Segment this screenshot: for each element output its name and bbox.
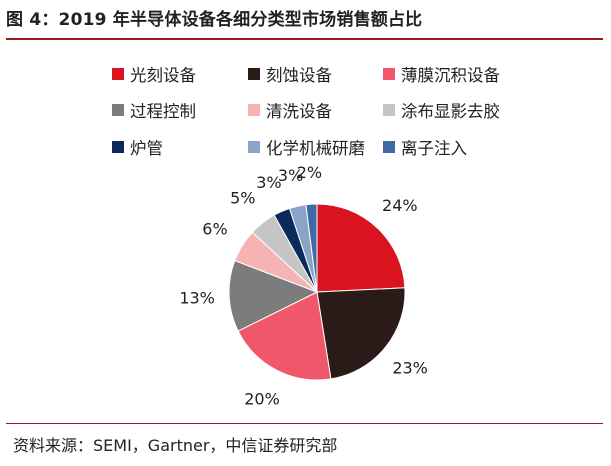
pie-slice — [228, 259, 319, 332]
legend-label: 刻蚀设备 — [266, 66, 332, 85]
chart-legend: 光刻设备 刻蚀设备 薄膜沉积设备过程控制 清洗设备 涂布显影去胶炉管 化学机械研磨 离子注入 — [0, 0, 611, 200]
title-divider — [6, 38, 603, 40]
legend-label: 清洗设备 — [266, 102, 332, 121]
pie-slice — [237, 291, 332, 381]
legend-swatch — [112, 104, 124, 116]
legend-swatch — [112, 68, 124, 80]
legend-label: 薄膜沉积设备 — [401, 66, 500, 85]
slice-label: 23% — [392, 359, 428, 378]
legend-item: 刻蚀设备 — [248, 63, 332, 85]
legend-swatch — [248, 68, 260, 80]
slice-label: 5% — [230, 189, 255, 208]
legend-label: 光刻设备 — [130, 66, 196, 85]
legend-item: 炉管 — [112, 136, 163, 158]
legend-swatch — [383, 68, 395, 80]
legend-item: 化学机械研磨 — [248, 136, 365, 158]
slice-label: 2% — [297, 163, 322, 182]
legend-swatch — [112, 141, 124, 153]
legend-swatch — [248, 141, 260, 153]
legend-item: 过程控制 — [112, 99, 196, 121]
pie-slice — [316, 203, 406, 293]
pie-slice — [316, 287, 406, 380]
legend-item: 清洗设备 — [248, 99, 332, 121]
slice-label: 6% — [202, 220, 227, 239]
legend-label: 炉管 — [130, 139, 163, 158]
legend-item: 薄膜沉积设备 — [383, 63, 500, 85]
legend-swatch — [383, 104, 395, 116]
source-divider — [6, 423, 603, 424]
slice-label: 13% — [179, 289, 215, 308]
legend-label: 离子注入 — [401, 139, 467, 158]
pie-slice — [305, 203, 318, 293]
slice-label: 24% — [382, 196, 418, 215]
legend-label: 过程控制 — [130, 102, 196, 121]
legend-label: 化学机械研磨 — [266, 139, 365, 158]
legend-item: 离子注入 — [383, 136, 467, 158]
chart-source: 资料来源：SEMI，Gartner，中信证券研究部 — [13, 436, 338, 455]
legend-item: 光刻设备 — [112, 63, 196, 85]
legend-swatch — [248, 104, 260, 116]
slice-label: 3% — [278, 166, 303, 185]
legend-label: 涂布显影去胶 — [401, 102, 500, 121]
legend-swatch — [383, 141, 395, 153]
slice-label: 20% — [244, 390, 280, 409]
chart-title: 图 4：2019 年半导体设备各细分类型市场销售额占比 — [6, 10, 423, 30]
slice-label: 3% — [256, 173, 281, 192]
legend-item: 涂布显影去胶 — [383, 99, 500, 121]
